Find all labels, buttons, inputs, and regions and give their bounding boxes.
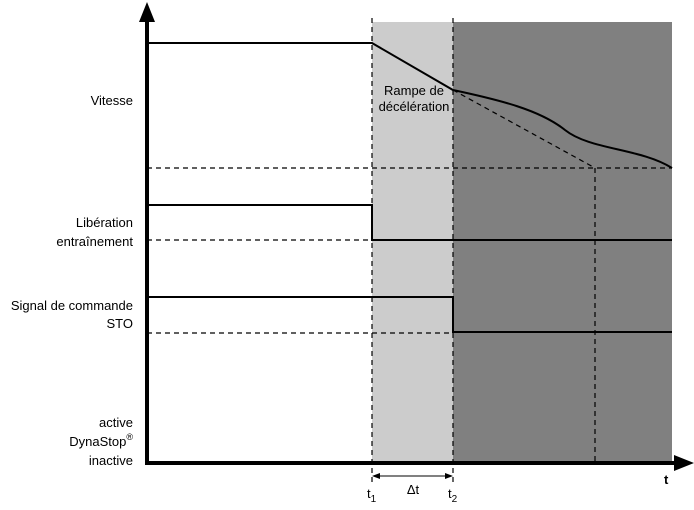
label: entraînement (56, 234, 133, 249)
time-marker: t2 (448, 486, 458, 505)
drive-release-signal (147, 204, 672, 241)
label: DynaStop (69, 434, 126, 449)
interval-label: Δt (407, 482, 420, 497)
annotation: Rampe de (384, 83, 444, 98)
symbol: t (367, 486, 371, 501)
arrow (445, 473, 453, 479)
arrow (139, 2, 155, 22)
subscript: 1 (371, 494, 377, 505)
label: Libération (76, 215, 133, 230)
time-marker: t1 (367, 486, 377, 505)
sto-signal (147, 296, 672, 333)
ideal-ramp (452, 89, 596, 169)
label: DynaStop® (69, 432, 133, 449)
ramp-zone (372, 22, 453, 463)
superscript: ® (126, 432, 133, 442)
arrow (372, 473, 380, 479)
arrow (674, 455, 694, 471)
label: inactive (89, 453, 133, 468)
annotation: décélération (379, 99, 450, 114)
label: STO (107, 316, 134, 331)
stop-zone (453, 22, 672, 463)
axis-label: t (664, 472, 669, 487)
subscript: 2 (452, 494, 458, 505)
speed-signal (147, 42, 673, 169)
symbol: t (448, 486, 452, 501)
label: active (99, 415, 133, 430)
label: Vitesse (91, 93, 133, 108)
label: Signal de commande (11, 298, 133, 313)
